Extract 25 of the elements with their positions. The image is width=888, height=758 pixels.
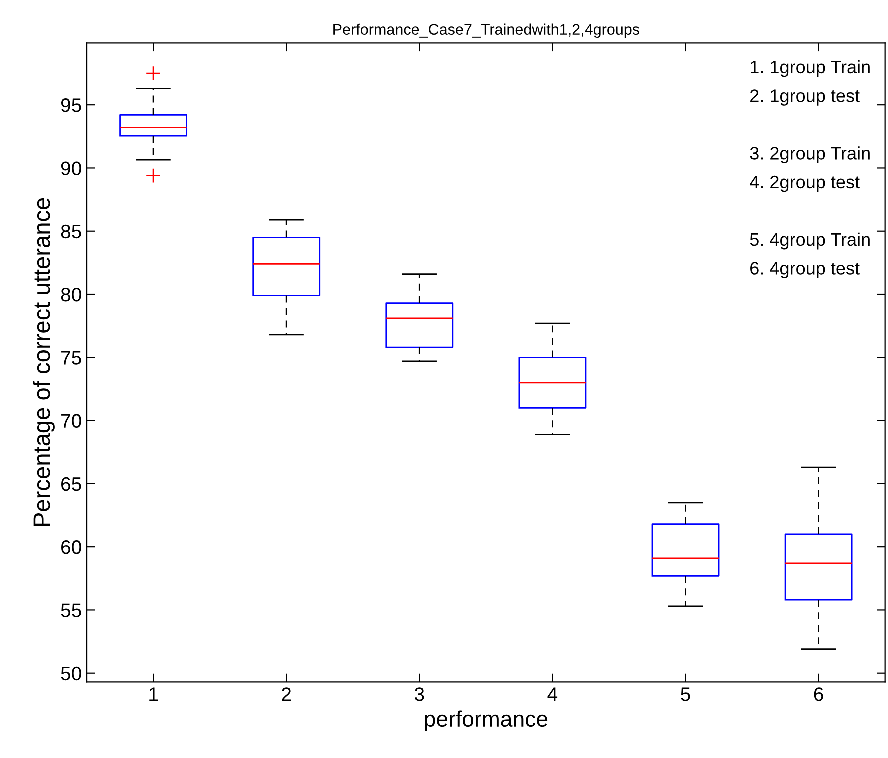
annotation: 6. 4group test (750, 262, 860, 278)
y-tick-label: 50 (61, 666, 82, 681)
annotation: 3. 2group Train (750, 146, 870, 164)
chart-title: Performance_Case7_Trainedwith1,2,4groups (334, 24, 640, 38)
x-tick-label: 6 (814, 688, 824, 702)
y-tick-label: 85 (61, 224, 82, 239)
y-tick-label: 80 (61, 288, 82, 302)
annotation: 4. 2group test (750, 176, 860, 192)
y-axis-title: Percentage of correct utterance (32, 198, 55, 526)
x-tick-label: 3 (414, 688, 424, 702)
y-tick-label: 70 (62, 414, 82, 428)
annotation: 5. 4group Train (750, 232, 870, 250)
x-axis-title: performance (425, 710, 548, 732)
annotation: 2. 1group test (750, 90, 860, 106)
x-tick-label: 5 (681, 688, 690, 702)
x-tick-label: 2 (282, 688, 292, 702)
y-tick-label: 65 (62, 477, 82, 492)
annotation: 1. 1group Train (751, 60, 870, 78)
y-tick-label: 75 (62, 351, 82, 365)
y-tick-label: 60 (62, 540, 82, 554)
x-tick-label: 4 (548, 688, 558, 702)
y-tick-label: 90 (61, 162, 82, 176)
y-tick-label: 95 (61, 98, 82, 112)
y-tick-label: 55 (61, 604, 82, 618)
x-tick-label: 1 (150, 688, 158, 702)
